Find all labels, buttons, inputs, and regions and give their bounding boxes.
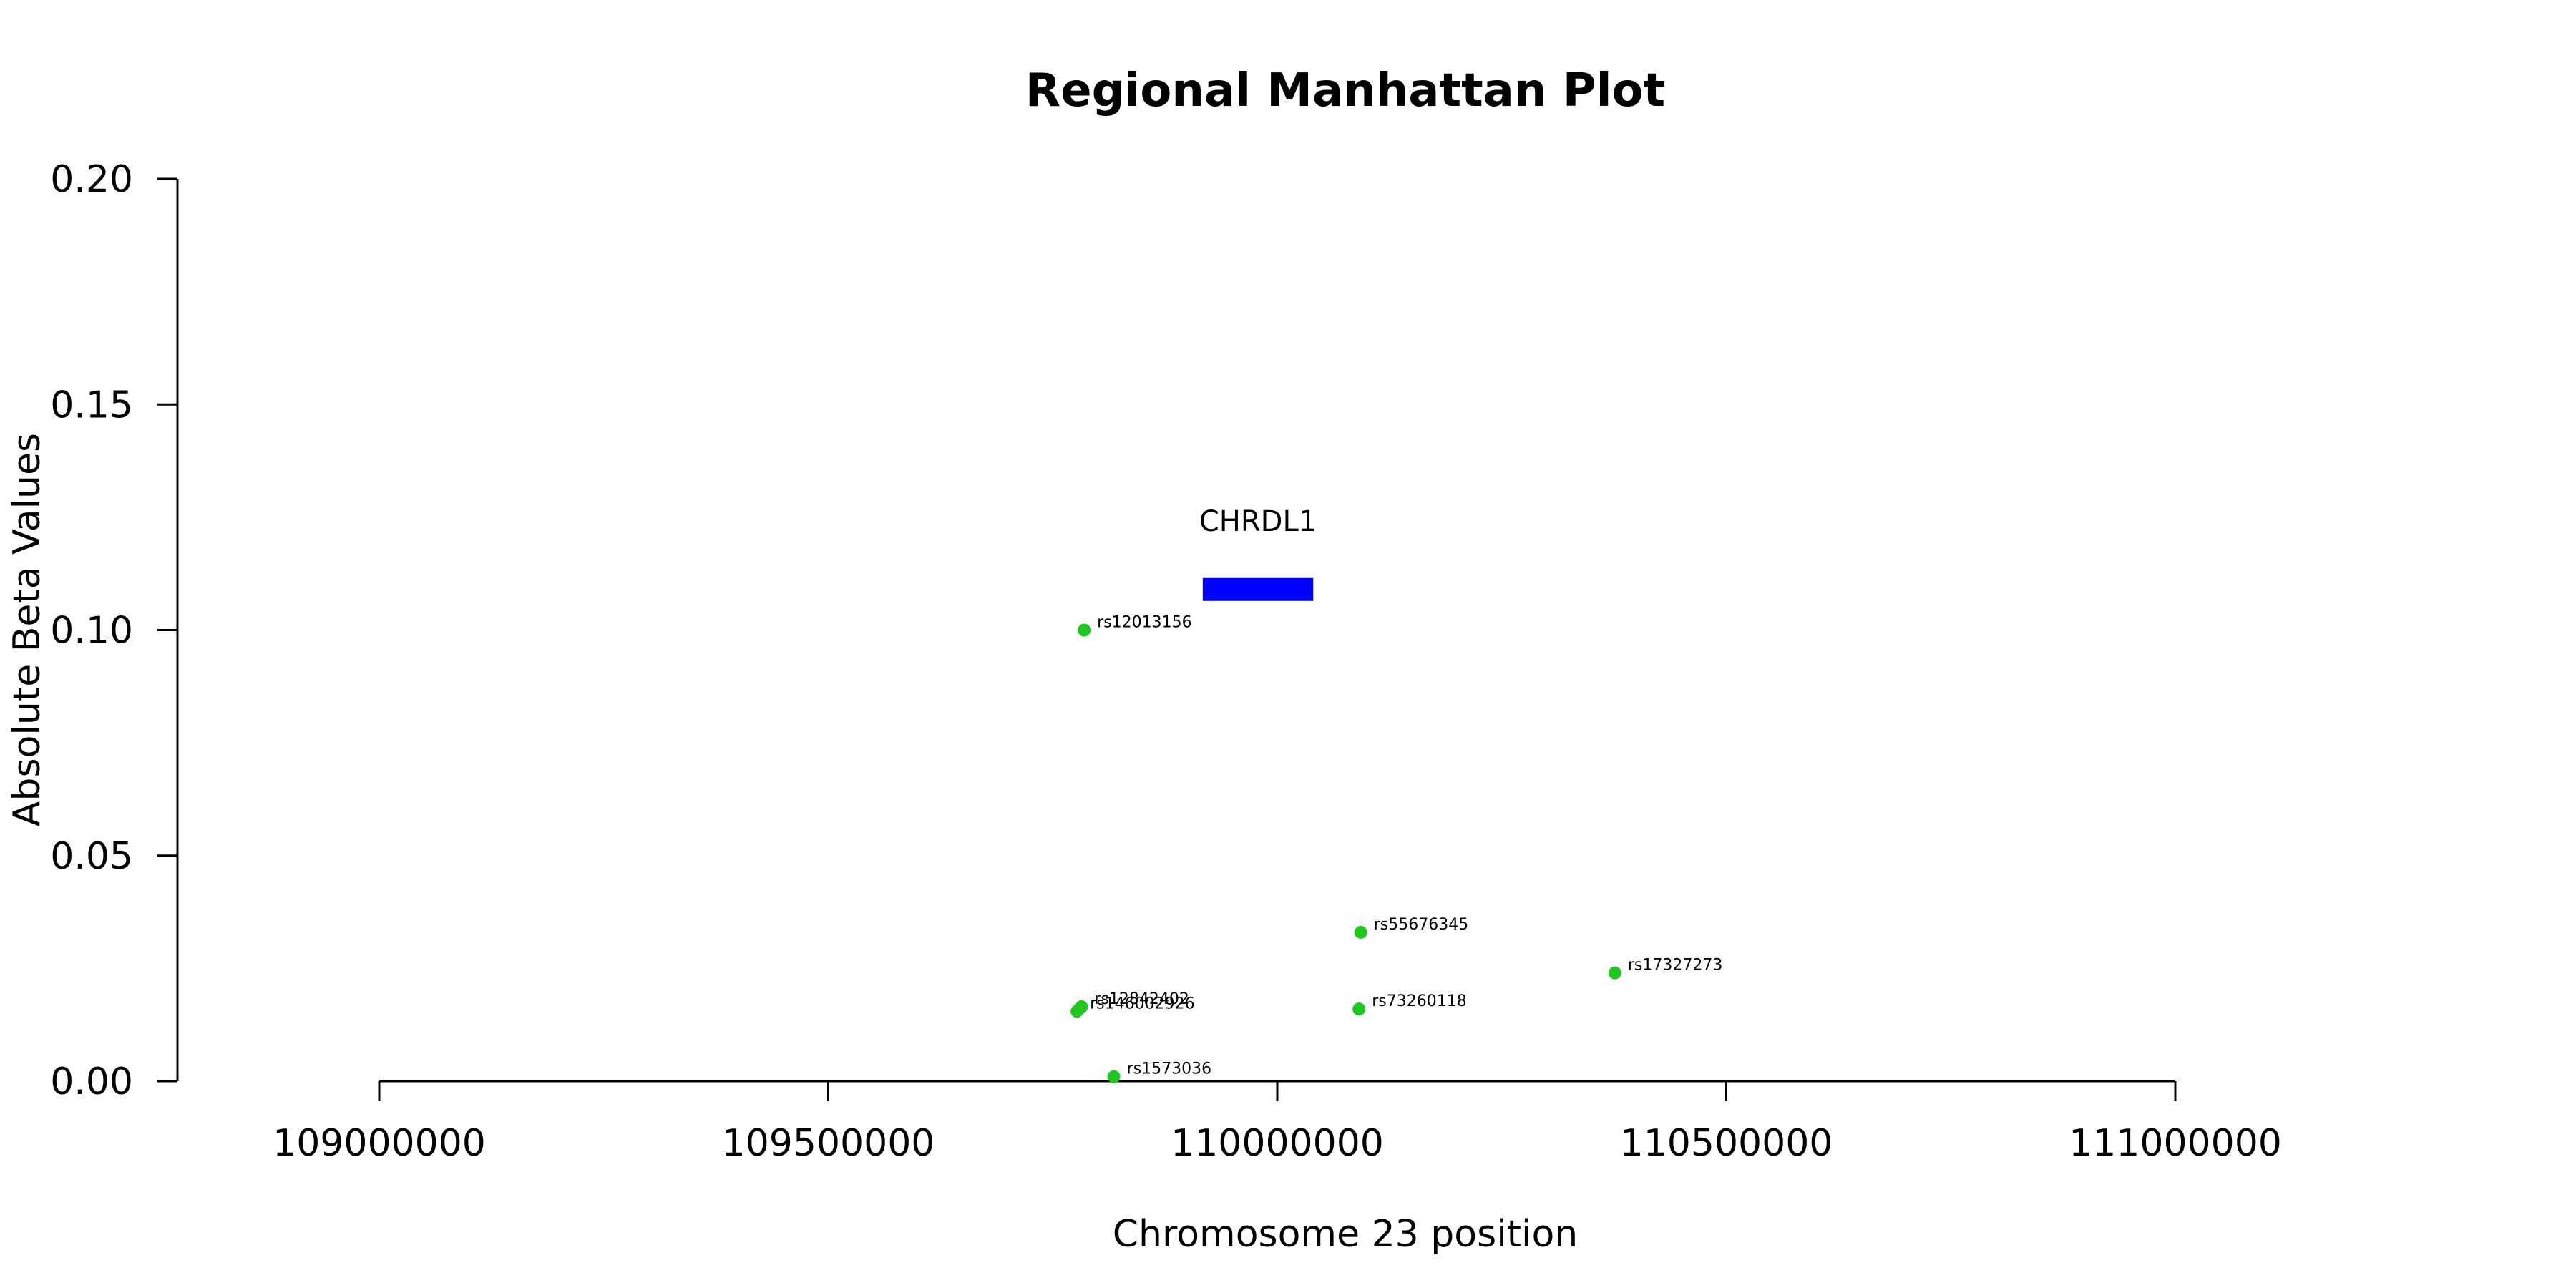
snp-point [1352,1002,1366,1016]
y-tick-label: 0.15 [50,384,133,426]
snp-label: rs146002926 [1090,995,1194,1013]
snp-point [1107,1070,1121,1083]
y-tick-label: 0.10 [50,610,133,653]
x-tick-label: 109500000 [722,1122,935,1165]
snp-point [1354,925,1367,939]
snp-label: rs12842402 [1094,990,1189,1008]
chart-title: Regional Manhattan Plot [1025,64,1665,117]
snp-label: rs1573036 [1127,1060,1212,1078]
gene-label: CHRDL1 [1199,505,1317,538]
gene-bar [1202,577,1314,601]
snp-point [1078,623,1091,637]
snp-point [1608,966,1621,980]
y-axis-label: Absolute Beta Values [6,433,49,826]
x-tick-label: 110500000 [1620,1122,1833,1165]
x-axis-label: Chromosome 23 position [1113,1213,1579,1256]
axes: 109000000 109500000 110000000 110500000 1110… [50,158,2282,1165]
x-tick-label: 109000000 [273,1122,486,1165]
y-tick-label: 0.05 [50,835,133,878]
y-tick-label: 0.00 [50,1060,133,1103]
x-tick-label: 111000000 [2069,1122,2282,1165]
y-tick-label: 0.20 [50,158,133,201]
snp-label: rs55676345 [1374,916,1468,934]
snp-points: rs12013156 rs55676345 rs17327273 rs12842402… [1070,614,1722,1083]
gene-track: CHRDL1 [1199,505,1317,601]
snp-label: rs17327273 [1628,957,1722,975]
snp-label: rs73260118 [1372,992,1466,1010]
x-tick-label: 110000000 [1171,1122,1384,1165]
snp-label: rs12013156 [1097,614,1191,632]
snp-point [1070,1005,1084,1018]
